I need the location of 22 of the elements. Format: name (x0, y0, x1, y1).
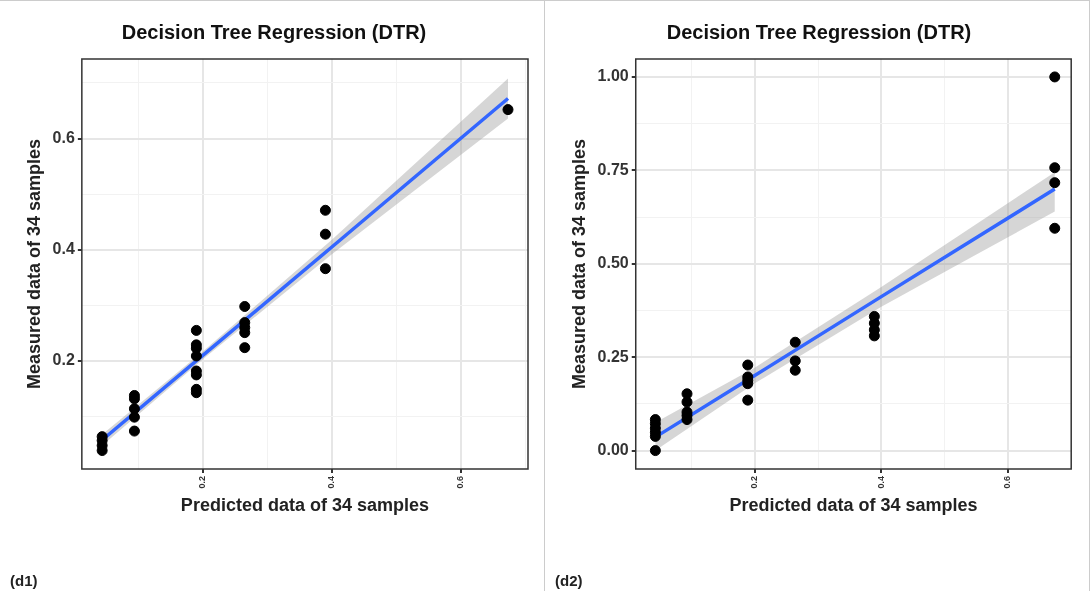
text: (d2) (555, 572, 583, 589)
x-tick-label: 0.6 (1002, 475, 1013, 489)
y-tick-label: 0.6 (52, 128, 75, 146)
y-tick-label: 0.25 (597, 347, 629, 365)
x-axis-title: Predicted data of 34 samples (180, 495, 429, 516)
x-tick-label: 0.4 (875, 475, 886, 489)
y-tick-label: 0.50 (597, 254, 629, 272)
text: (d1) (10, 572, 38, 589)
y-tick-label: 0.4 (52, 240, 75, 258)
chart-title: Decision Tree Regression (DTR) (121, 20, 427, 43)
y-axis-title: Measured data of 34 samples (23, 138, 44, 389)
y-tick-label: 0.2 (52, 351, 75, 369)
y-tick-label: 0.75 (597, 160, 629, 178)
y-tick-label: 1.00 (597, 67, 629, 85)
x-tick-label: 0.6 (455, 475, 466, 489)
chart-title: Decision Tree Regression (DTR) (666, 20, 972, 43)
y-axis-title: Measured data of 34 samples (568, 138, 589, 389)
x-tick-label: 0.2 (749, 475, 760, 489)
y-tick-label: 0.00 (597, 440, 629, 458)
x-axis-title: Predicted data of 34 samples (729, 495, 978, 516)
x-tick-label: 0.2 (197, 475, 208, 489)
x-tick-label: 0.4 (326, 475, 337, 489)
